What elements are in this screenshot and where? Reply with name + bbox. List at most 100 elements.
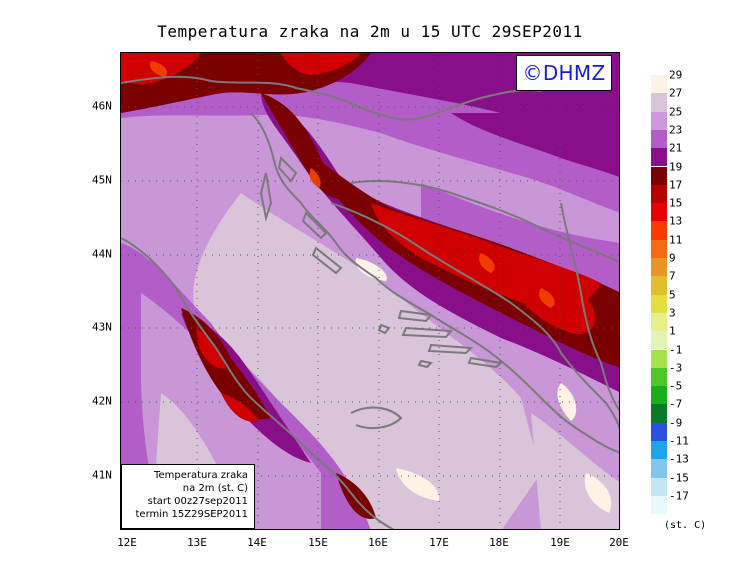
legend-label: 7: [669, 269, 676, 283]
legend-label: -13: [669, 452, 689, 466]
y-tick-41n: 41N: [92, 468, 112, 482]
legend-label: 3: [669, 306, 676, 320]
map-title: Temperatura zraka na 2m u 15 UTC 29SEP20…: [157, 22, 583, 41]
info-line-1: Temperatura zraka: [154, 470, 248, 481]
island-korcula: [427, 343, 474, 355]
legend-label: 5: [669, 288, 676, 302]
legend-swatch: [651, 239, 667, 258]
legend-swatch: [651, 129, 667, 149]
legend-swatch: [651, 111, 667, 130]
legend-units: (st. C): [664, 520, 707, 531]
legend-swatch: [651, 349, 667, 368]
coastline-layer: [121, 75, 619, 529]
legend-label: -1: [669, 343, 683, 356]
info-line-4: termin 15Z29SEP2011: [135, 509, 249, 520]
legend-label: 27: [669, 86, 683, 100]
legend-swatch: [651, 386, 667, 405]
legend-label: 29: [669, 68, 683, 82]
legend-label: 21: [669, 141, 683, 155]
field-red-nw2: [281, 53, 361, 75]
field-bright-spot-3: [539, 288, 555, 308]
field-hot-4: [584, 473, 612, 513]
x-tick-18e: 18E: [489, 536, 509, 549]
field-red-south: [336, 473, 376, 519]
island-brac: [397, 309, 433, 323]
gargano-coast: [350, 406, 403, 430]
field-bright-spot-4: [149, 61, 168, 77]
island-lastovo: [417, 359, 434, 369]
legend-label: 19: [669, 160, 683, 173]
x-tick-15e: 15E: [308, 536, 328, 549]
legend-label: -7: [669, 397, 683, 411]
legend-swatch: [651, 276, 667, 295]
legend-swatch: [651, 221, 667, 240]
island-krk: [277, 155, 298, 183]
island-hvar: [401, 326, 454, 339]
x-tick-16e: 16E: [368, 536, 388, 549]
montenegro-border: [560, 352, 619, 430]
run-info-box: Temperatura zraka na 2m (st. C) start 00…: [121, 464, 255, 529]
dhmz-logo: ©DHMZ: [516, 55, 612, 91]
legend-label: 17: [669, 178, 683, 192]
legend-swatch: [651, 459, 667, 478]
legend-label: 15: [669, 196, 683, 210]
croatia-coast: [250, 112, 619, 454]
drina-border: [560, 202, 619, 412]
x-tick-12e: 12E: [117, 536, 137, 549]
north-border: [121, 75, 542, 121]
x-tick-19e: 19E: [550, 536, 570, 549]
field-hot-5: [396, 468, 440, 501]
legend-swatch: [651, 184, 667, 204]
legend-label: 13: [669, 214, 683, 228]
y-tick-42n: 42N: [92, 394, 112, 408]
field-bright-spot-2: [479, 253, 495, 273]
y-tick-44n: 44N: [92, 247, 112, 261]
field-hot-3: [557, 383, 577, 421]
legend-swatch: [651, 331, 667, 350]
legend-label: -9: [669, 416, 683, 430]
x-tick-14e: 14E: [247, 536, 267, 549]
legend-swatch: [651, 75, 667, 94]
y-tick-45n: 45N: [92, 173, 112, 187]
legend-label: 11: [669, 233, 683, 247]
bosnia-border: [330, 202, 562, 354]
italy-east-coast: [121, 237, 395, 529]
island-cres: [259, 172, 273, 222]
field-red-italy-core: [196, 328, 226, 369]
field-red-italy-core-2: [221, 393, 259, 422]
y-tick-46n: 46N: [92, 99, 112, 113]
temperature-map: [120, 52, 620, 530]
x-tick-20e: 20E: [609, 536, 629, 549]
island-vis: [377, 323, 391, 335]
legend-label: -5: [669, 379, 683, 393]
island-dugi: [311, 246, 343, 275]
legend-swatch: [651, 441, 667, 460]
info-line-2: na 2m (st. C): [182, 483, 248, 494]
legend-label: 9: [669, 251, 676, 265]
legend-swatch: [651, 203, 667, 222]
legend-label: -15: [669, 471, 689, 485]
field-dark-ne: [451, 113, 619, 178]
legend-swatch: [651, 477, 667, 496]
legend-label: -17: [669, 489, 689, 503]
legend-swatch: [651, 404, 667, 423]
legend-label: 25: [669, 105, 683, 119]
x-tick-13e: 13E: [187, 536, 207, 549]
legend-swatch: [651, 422, 667, 441]
legend-swatch: [651, 312, 667, 332]
legend-swatch: [651, 148, 667, 167]
field-bright-spot-1: [309, 168, 321, 188]
legend-swatch: [651, 166, 667, 185]
legend-swatch: [651, 93, 667, 112]
legend-label: -11: [669, 434, 689, 448]
x-tick-17e: 17E: [429, 536, 449, 549]
field-warm-sea: [193, 193, 541, 529]
sava-border: [350, 180, 619, 264]
legend-swatch: [651, 258, 667, 277]
field-hot-2: [355, 258, 387, 281]
island-pag: [301, 211, 328, 240]
legend-swatch: [651, 294, 667, 313]
legend-label: 23: [669, 123, 683, 137]
legend-swatch: [651, 495, 667, 515]
legend-swatch: [651, 367, 667, 387]
